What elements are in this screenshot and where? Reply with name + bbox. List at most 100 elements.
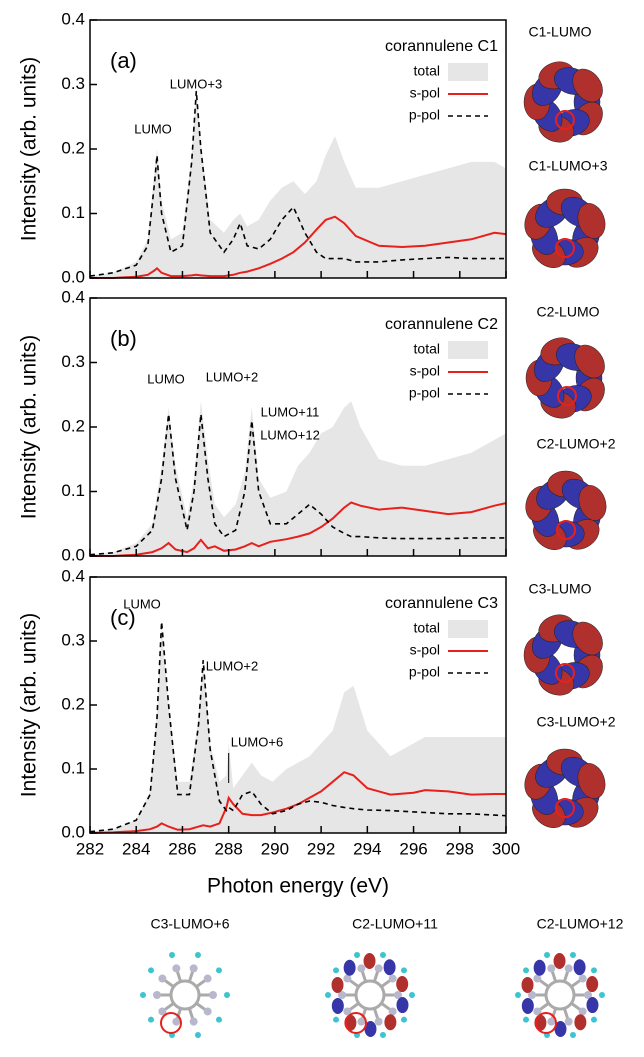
line bbox=[89, 414, 506, 556]
atom bbox=[533, 1007, 542, 1016]
hydrogen bbox=[333, 967, 340, 974]
x-tick-label: 294 bbox=[353, 839, 381, 858]
lobe bbox=[554, 1020, 567, 1037]
atom bbox=[189, 1017, 198, 1026]
hydrogen bbox=[194, 952, 201, 959]
atom bbox=[338, 991, 346, 999]
atom bbox=[158, 1007, 167, 1016]
atom bbox=[578, 974, 587, 983]
site-marker bbox=[555, 663, 575, 683]
y-tick-label: 0.4 bbox=[61, 9, 85, 28]
legend-label: total bbox=[414, 620, 440, 636]
lobe bbox=[577, 203, 606, 239]
area bbox=[90, 628, 506, 833]
hydrogen bbox=[148, 1016, 155, 1023]
lobe bbox=[383, 959, 396, 976]
orbital-label: C2-LUMO+11 bbox=[352, 916, 438, 932]
ring bbox=[169, 979, 201, 1011]
panel-label: (c) bbox=[110, 605, 136, 630]
orbital-label: C1-LUMO bbox=[528, 24, 591, 40]
x-tick-label: 298 bbox=[446, 839, 474, 858]
hydrogen bbox=[590, 1016, 597, 1023]
atom bbox=[528, 991, 536, 999]
atom bbox=[203, 974, 212, 983]
atom bbox=[533, 974, 542, 983]
annotation: LUMO+11 bbox=[261, 404, 320, 419]
site-marker bbox=[556, 520, 576, 540]
panel-label: (b) bbox=[110, 326, 137, 351]
x-tick-label: 284 bbox=[122, 839, 150, 858]
y-axis-label: Intensity (arb. units) bbox=[18, 57, 41, 241]
orbital-image bbox=[524, 188, 606, 268]
lobe bbox=[577, 763, 606, 799]
y-tick-label: 0.3 bbox=[61, 352, 85, 371]
legend-swatch bbox=[448, 620, 488, 638]
hydrogen bbox=[169, 952, 176, 959]
x-tick-label: 292 bbox=[307, 839, 335, 858]
atom bbox=[189, 964, 198, 973]
legend-label: s-pol bbox=[410, 642, 440, 658]
annotation: LUMO bbox=[123, 596, 161, 611]
hydrogen bbox=[215, 967, 222, 974]
annotation: LUMO+3 bbox=[170, 76, 222, 91]
hydrogen bbox=[523, 1016, 530, 1023]
y-tick-label: 0.0 bbox=[61, 822, 85, 841]
atom bbox=[153, 991, 161, 999]
atom bbox=[343, 974, 352, 983]
legend-swatch bbox=[448, 63, 488, 81]
annotation: LUMO+2 bbox=[206, 369, 258, 384]
hydrogen bbox=[569, 952, 576, 959]
hydrogen bbox=[400, 967, 407, 974]
lobe bbox=[533, 959, 546, 976]
lobe bbox=[521, 976, 534, 993]
orbital-label: C3-LUMO+6 bbox=[151, 916, 230, 932]
lobe bbox=[586, 976, 599, 993]
hydrogen bbox=[590, 967, 597, 974]
x-axis-label: Photon energy (eV) bbox=[207, 875, 389, 898]
orbital-image bbox=[140, 952, 230, 1038]
hydrogen bbox=[599, 992, 605, 998]
lobe bbox=[572, 621, 603, 656]
orbital-image bbox=[524, 748, 606, 828]
lobe bbox=[384, 1014, 397, 1031]
atom bbox=[564, 964, 573, 973]
lobe bbox=[343, 959, 356, 976]
lobe bbox=[396, 976, 409, 993]
site-marker bbox=[345, 1012, 367, 1034]
lobe bbox=[572, 68, 603, 103]
y-axis-label: Intensity (arb. units) bbox=[18, 613, 41, 797]
line bbox=[90, 501, 507, 557]
atom bbox=[357, 1017, 366, 1026]
lobe bbox=[578, 485, 607, 521]
atom bbox=[388, 974, 397, 983]
lobe bbox=[331, 976, 344, 993]
atom bbox=[374, 964, 383, 973]
hydrogen bbox=[140, 992, 146, 998]
legend-label: total bbox=[414, 63, 440, 79]
hydrogen bbox=[400, 1016, 407, 1023]
orbital-image bbox=[525, 470, 607, 550]
hydrogen bbox=[325, 992, 331, 998]
atom bbox=[172, 964, 181, 973]
panel: 0.0 0.1 0.2 0.3 0.4 282 284 286 288 290 292 294 296 2… bbox=[18, 566, 521, 897]
y-tick-label: 0.2 bbox=[61, 416, 85, 435]
y-tick-label: 0.2 bbox=[61, 694, 85, 713]
site-marker bbox=[555, 798, 575, 818]
x-tick-label: 296 bbox=[399, 839, 427, 858]
lobe bbox=[521, 997, 534, 1014]
panel: 0.0 0.1 0.2 0.3 0.4 Intensity (arb. units) (a)… bbox=[18, 9, 507, 286]
orbital-image bbox=[515, 952, 605, 1038]
lobe bbox=[363, 953, 376, 970]
atom bbox=[374, 1017, 383, 1026]
annotation: LUMO+2 bbox=[206, 658, 258, 673]
hydrogen bbox=[224, 992, 230, 998]
ring bbox=[354, 979, 386, 1011]
atom bbox=[357, 964, 366, 973]
hydrogen bbox=[523, 967, 530, 974]
y-tick-label: 0.1 bbox=[61, 203, 85, 222]
legend-label: s-pol bbox=[410, 85, 440, 101]
atom bbox=[209, 991, 217, 999]
panel: 0.0 0.1 0.2 0.3 0.4 Intensity (arb. units) (b)… bbox=[18, 287, 507, 564]
